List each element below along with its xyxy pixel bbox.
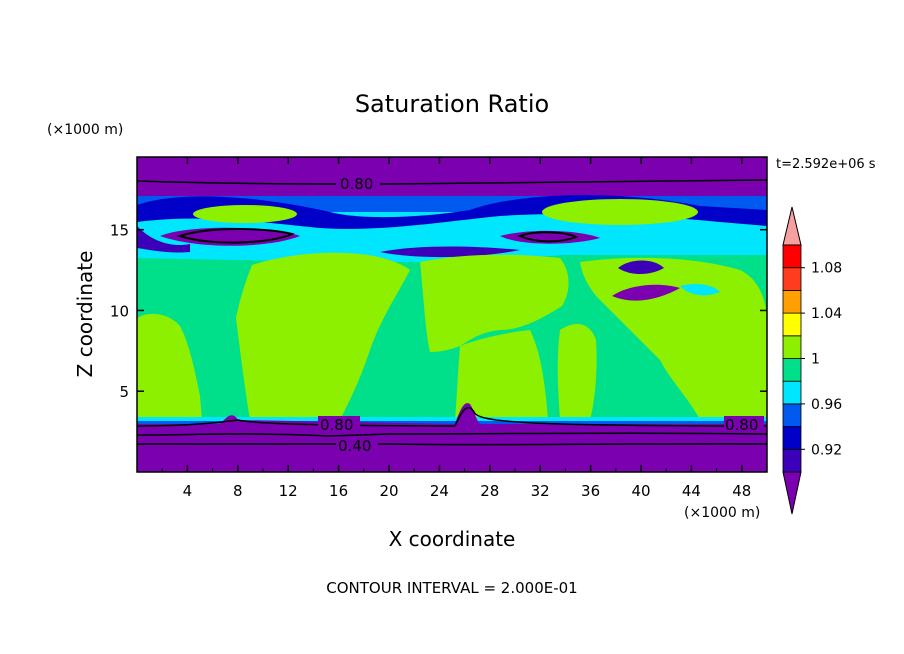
- colorbar-label-3: 1.04: [811, 306, 842, 322]
- patch-b: [420, 254, 569, 352]
- contour-label-lower: 0.40: [338, 437, 371, 455]
- dry-pocket-2: [618, 260, 664, 274]
- x-tick-label-4: 20: [379, 482, 398, 500]
- y-axis-title: Z coordinate: [73, 251, 97, 378]
- colorbar-swatch-2: [782, 403, 802, 427]
- colorbar-label-0: 0.92: [811, 442, 842, 458]
- x-tick-label-5: 24: [430, 482, 449, 500]
- x-axis: 4 8 12 16 20 24 28 32 36 40 44 48: [161, 157, 751, 500]
- patch-a: [236, 252, 410, 420]
- y-unit-label: (×1000 m): [47, 122, 123, 138]
- colorbar-swatch-3: [782, 380, 802, 405]
- plot-field: [137, 157, 767, 472]
- base-boundary-cyan: [137, 417, 767, 421]
- colorbar-label-1: 0.96: [811, 397, 842, 413]
- x-tick-label-9: 40: [631, 482, 650, 500]
- cirrus-purple-band: [137, 226, 190, 253]
- patch-left: [137, 313, 202, 420]
- colorbar-swatch-5: [782, 335, 802, 359]
- colorbar-swatch-7: [782, 289, 802, 314]
- colorbar-label-4: 1.08: [811, 261, 842, 277]
- y-tick-label-0: 5: [119, 383, 129, 401]
- y-tick-label-2: 15: [110, 222, 129, 240]
- contour-label-upper: 0.80: [340, 175, 373, 193]
- base-boundary-blue: [137, 421, 767, 424]
- patch-e: [557, 324, 597, 420]
- colorbar-over-arrow: [782, 206, 802, 246]
- colorbar-swatch-9: [782, 244, 802, 269]
- contour-labels: 0.80 0.80 0.80 0.40: [318, 174, 764, 455]
- colorbar-swatch-8: [782, 267, 802, 291]
- cirrus-green-left: [193, 205, 297, 223]
- x-tick-label-6: 28: [480, 482, 499, 500]
- x-tick-label-7: 32: [531, 482, 550, 500]
- time-label: t=2.592e+06 s: [776, 157, 876, 172]
- contour-interval-note: CONTOUR INTERVAL = 2.000E-01: [326, 579, 577, 597]
- plot-frame: [136, 156, 768, 473]
- contour-base-2: [137, 432, 767, 437]
- x-axis-title: X coordinate: [389, 527, 516, 551]
- x-tick-label-11: 48: [732, 482, 751, 500]
- chart-title: Saturation Ratio: [355, 90, 549, 118]
- contour-cirrus-left: [176, 228, 295, 244]
- colorbar-swatch-0: [782, 448, 802, 473]
- cyan-pocket: [680, 284, 720, 296]
- contour-base-1: [137, 406, 767, 427]
- contour-base-3: [137, 443, 767, 446]
- patch-c: [455, 330, 548, 420]
- x-tick-label-0: 4: [183, 482, 193, 500]
- contour-label-base-right: 0.80: [725, 416, 758, 434]
- contour-lines: [137, 179, 767, 446]
- colorbar-under-arrow: [782, 471, 802, 515]
- x-unit-label: (×1000 m): [684, 505, 760, 521]
- contour-upper: [137, 179, 767, 185]
- contour-cirrus-right: [517, 231, 579, 243]
- cirrus-blue-strip: [380, 246, 520, 258]
- colorbar-swatch-1: [782, 426, 802, 450]
- x-tick-label-2: 12: [279, 482, 298, 500]
- colorbar-swatch-4: [782, 358, 802, 382]
- y-tick-label-1: 10: [110, 302, 129, 320]
- colorbar-label-2: 1: [811, 352, 820, 368]
- boundary-layer: [137, 403, 767, 472]
- x-tick-label-3: 16: [329, 482, 348, 500]
- dry-pocket-1: [612, 284, 680, 301]
- cirrus-cyan-mid: [137, 214, 767, 262]
- contour-label-base-left: 0.80: [320, 416, 353, 434]
- x-tick-label-10: 44: [682, 482, 701, 500]
- x-tick-label-8: 36: [581, 482, 600, 500]
- colorbar: 0.92 0.96 1 1.04 1.08: [782, 206, 842, 515]
- x-tick-label-1: 8: [233, 482, 243, 500]
- cirrus-green-right: [542, 199, 698, 225]
- colorbar-swatch-6: [782, 312, 802, 337]
- y-axis: 5 10 15: [110, 222, 767, 401]
